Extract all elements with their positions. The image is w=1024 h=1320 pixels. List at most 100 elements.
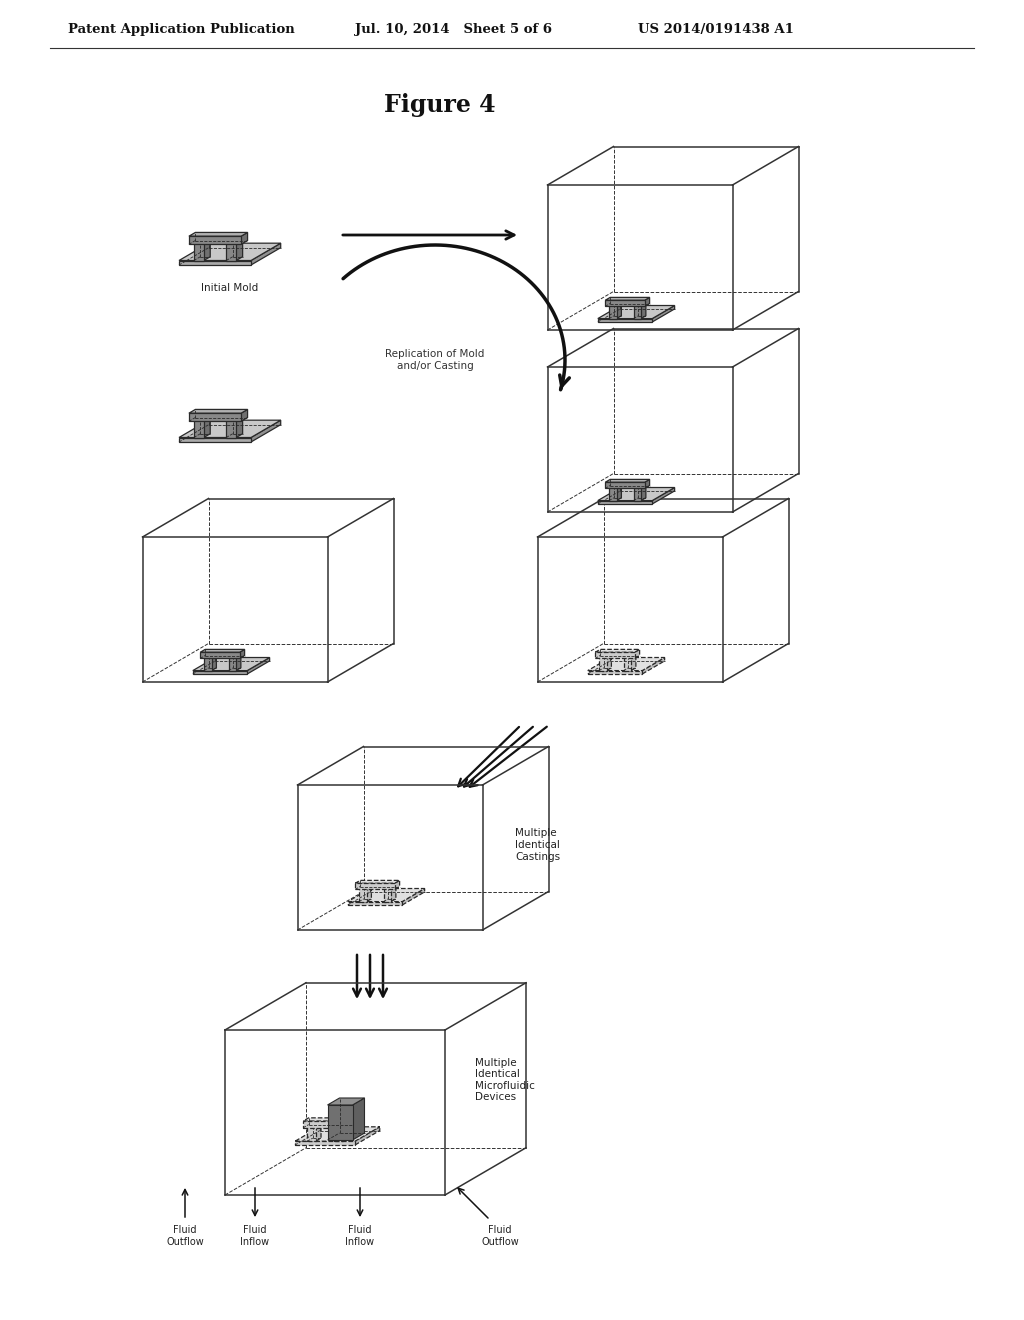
- Polygon shape: [352, 1098, 365, 1140]
- Polygon shape: [367, 883, 372, 902]
- Polygon shape: [394, 880, 399, 890]
- Polygon shape: [193, 657, 269, 671]
- Polygon shape: [384, 886, 391, 902]
- Polygon shape: [609, 302, 616, 318]
- Polygon shape: [315, 1121, 322, 1142]
- Polygon shape: [241, 409, 248, 421]
- Polygon shape: [595, 652, 635, 659]
- Polygon shape: [348, 902, 402, 906]
- Polygon shape: [605, 479, 649, 482]
- Polygon shape: [642, 657, 665, 675]
- Text: Multiple
Identical
Microfluidic
Devices: Multiple Identical Microfluidic Devices: [475, 1057, 535, 1102]
- Polygon shape: [348, 888, 425, 902]
- Polygon shape: [605, 297, 649, 300]
- Polygon shape: [204, 412, 210, 437]
- Polygon shape: [645, 297, 649, 306]
- Polygon shape: [599, 652, 611, 655]
- Polygon shape: [179, 260, 251, 265]
- Polygon shape: [228, 655, 236, 671]
- Polygon shape: [616, 482, 622, 500]
- Polygon shape: [606, 652, 611, 671]
- Polygon shape: [609, 484, 616, 500]
- Polygon shape: [194, 235, 210, 239]
- Polygon shape: [194, 416, 204, 437]
- Polygon shape: [634, 300, 646, 302]
- Polygon shape: [179, 420, 281, 437]
- Text: Initial Mold: Initial Mold: [202, 282, 259, 293]
- Polygon shape: [179, 437, 251, 442]
- Polygon shape: [624, 655, 631, 671]
- Polygon shape: [247, 657, 269, 675]
- Text: Patent Application Publication: Patent Application Publication: [68, 24, 295, 37]
- Polygon shape: [226, 416, 237, 437]
- Polygon shape: [634, 482, 646, 484]
- Polygon shape: [328, 1105, 352, 1140]
- Polygon shape: [598, 318, 652, 322]
- Polygon shape: [634, 302, 641, 318]
- Polygon shape: [609, 482, 622, 484]
- Polygon shape: [335, 1123, 343, 1142]
- Polygon shape: [226, 412, 243, 416]
- Polygon shape: [204, 235, 210, 260]
- Polygon shape: [652, 305, 675, 322]
- Polygon shape: [335, 1121, 348, 1123]
- Polygon shape: [193, 671, 247, 675]
- Polygon shape: [303, 1121, 347, 1127]
- Polygon shape: [391, 883, 396, 902]
- Text: Fluid
Outflow: Fluid Outflow: [481, 1225, 519, 1246]
- Polygon shape: [595, 649, 640, 652]
- Polygon shape: [226, 239, 237, 260]
- Polygon shape: [251, 420, 281, 442]
- Polygon shape: [226, 235, 243, 239]
- Polygon shape: [201, 649, 245, 652]
- Polygon shape: [359, 883, 372, 886]
- Text: Jul. 10, 2014   Sheet 5 of 6: Jul. 10, 2014 Sheet 5 of 6: [355, 24, 552, 37]
- Polygon shape: [295, 1142, 355, 1144]
- Polygon shape: [201, 652, 240, 659]
- Polygon shape: [598, 500, 652, 504]
- Polygon shape: [588, 671, 642, 675]
- Polygon shape: [194, 412, 210, 416]
- Text: Fluid
Inflow: Fluid Inflow: [241, 1225, 269, 1246]
- Polygon shape: [307, 1123, 315, 1142]
- Polygon shape: [295, 1127, 380, 1142]
- Polygon shape: [355, 1127, 380, 1144]
- Polygon shape: [188, 236, 241, 244]
- Polygon shape: [631, 652, 636, 671]
- Polygon shape: [605, 300, 645, 306]
- Polygon shape: [355, 880, 399, 883]
- Polygon shape: [204, 652, 216, 655]
- Text: Multiple
Identical
Castings: Multiple Identical Castings: [515, 829, 560, 862]
- Text: US 2014/0191438 A1: US 2014/0191438 A1: [638, 24, 794, 37]
- Polygon shape: [347, 1118, 352, 1127]
- Polygon shape: [188, 413, 241, 421]
- Polygon shape: [652, 487, 675, 504]
- Polygon shape: [188, 232, 248, 236]
- Polygon shape: [179, 243, 281, 260]
- Polygon shape: [641, 300, 646, 318]
- Polygon shape: [236, 652, 241, 671]
- Polygon shape: [588, 657, 665, 671]
- Polygon shape: [204, 655, 212, 671]
- Polygon shape: [212, 652, 216, 671]
- Text: Replication of Mold
and/or Casting: Replication of Mold and/or Casting: [385, 350, 484, 371]
- Polygon shape: [237, 235, 243, 260]
- Polygon shape: [624, 652, 636, 655]
- Polygon shape: [598, 305, 675, 318]
- Polygon shape: [645, 479, 649, 488]
- Polygon shape: [240, 649, 245, 659]
- Polygon shape: [609, 300, 622, 302]
- Polygon shape: [241, 232, 248, 244]
- Polygon shape: [359, 886, 367, 902]
- Polygon shape: [303, 1118, 352, 1121]
- Text: Figure 4: Figure 4: [384, 92, 496, 117]
- Polygon shape: [635, 649, 640, 659]
- Polygon shape: [307, 1121, 322, 1123]
- Polygon shape: [641, 482, 646, 500]
- Polygon shape: [188, 409, 248, 413]
- Polygon shape: [355, 883, 394, 890]
- Polygon shape: [328, 1098, 365, 1105]
- Polygon shape: [343, 1121, 348, 1142]
- Polygon shape: [605, 482, 645, 488]
- Polygon shape: [616, 300, 622, 318]
